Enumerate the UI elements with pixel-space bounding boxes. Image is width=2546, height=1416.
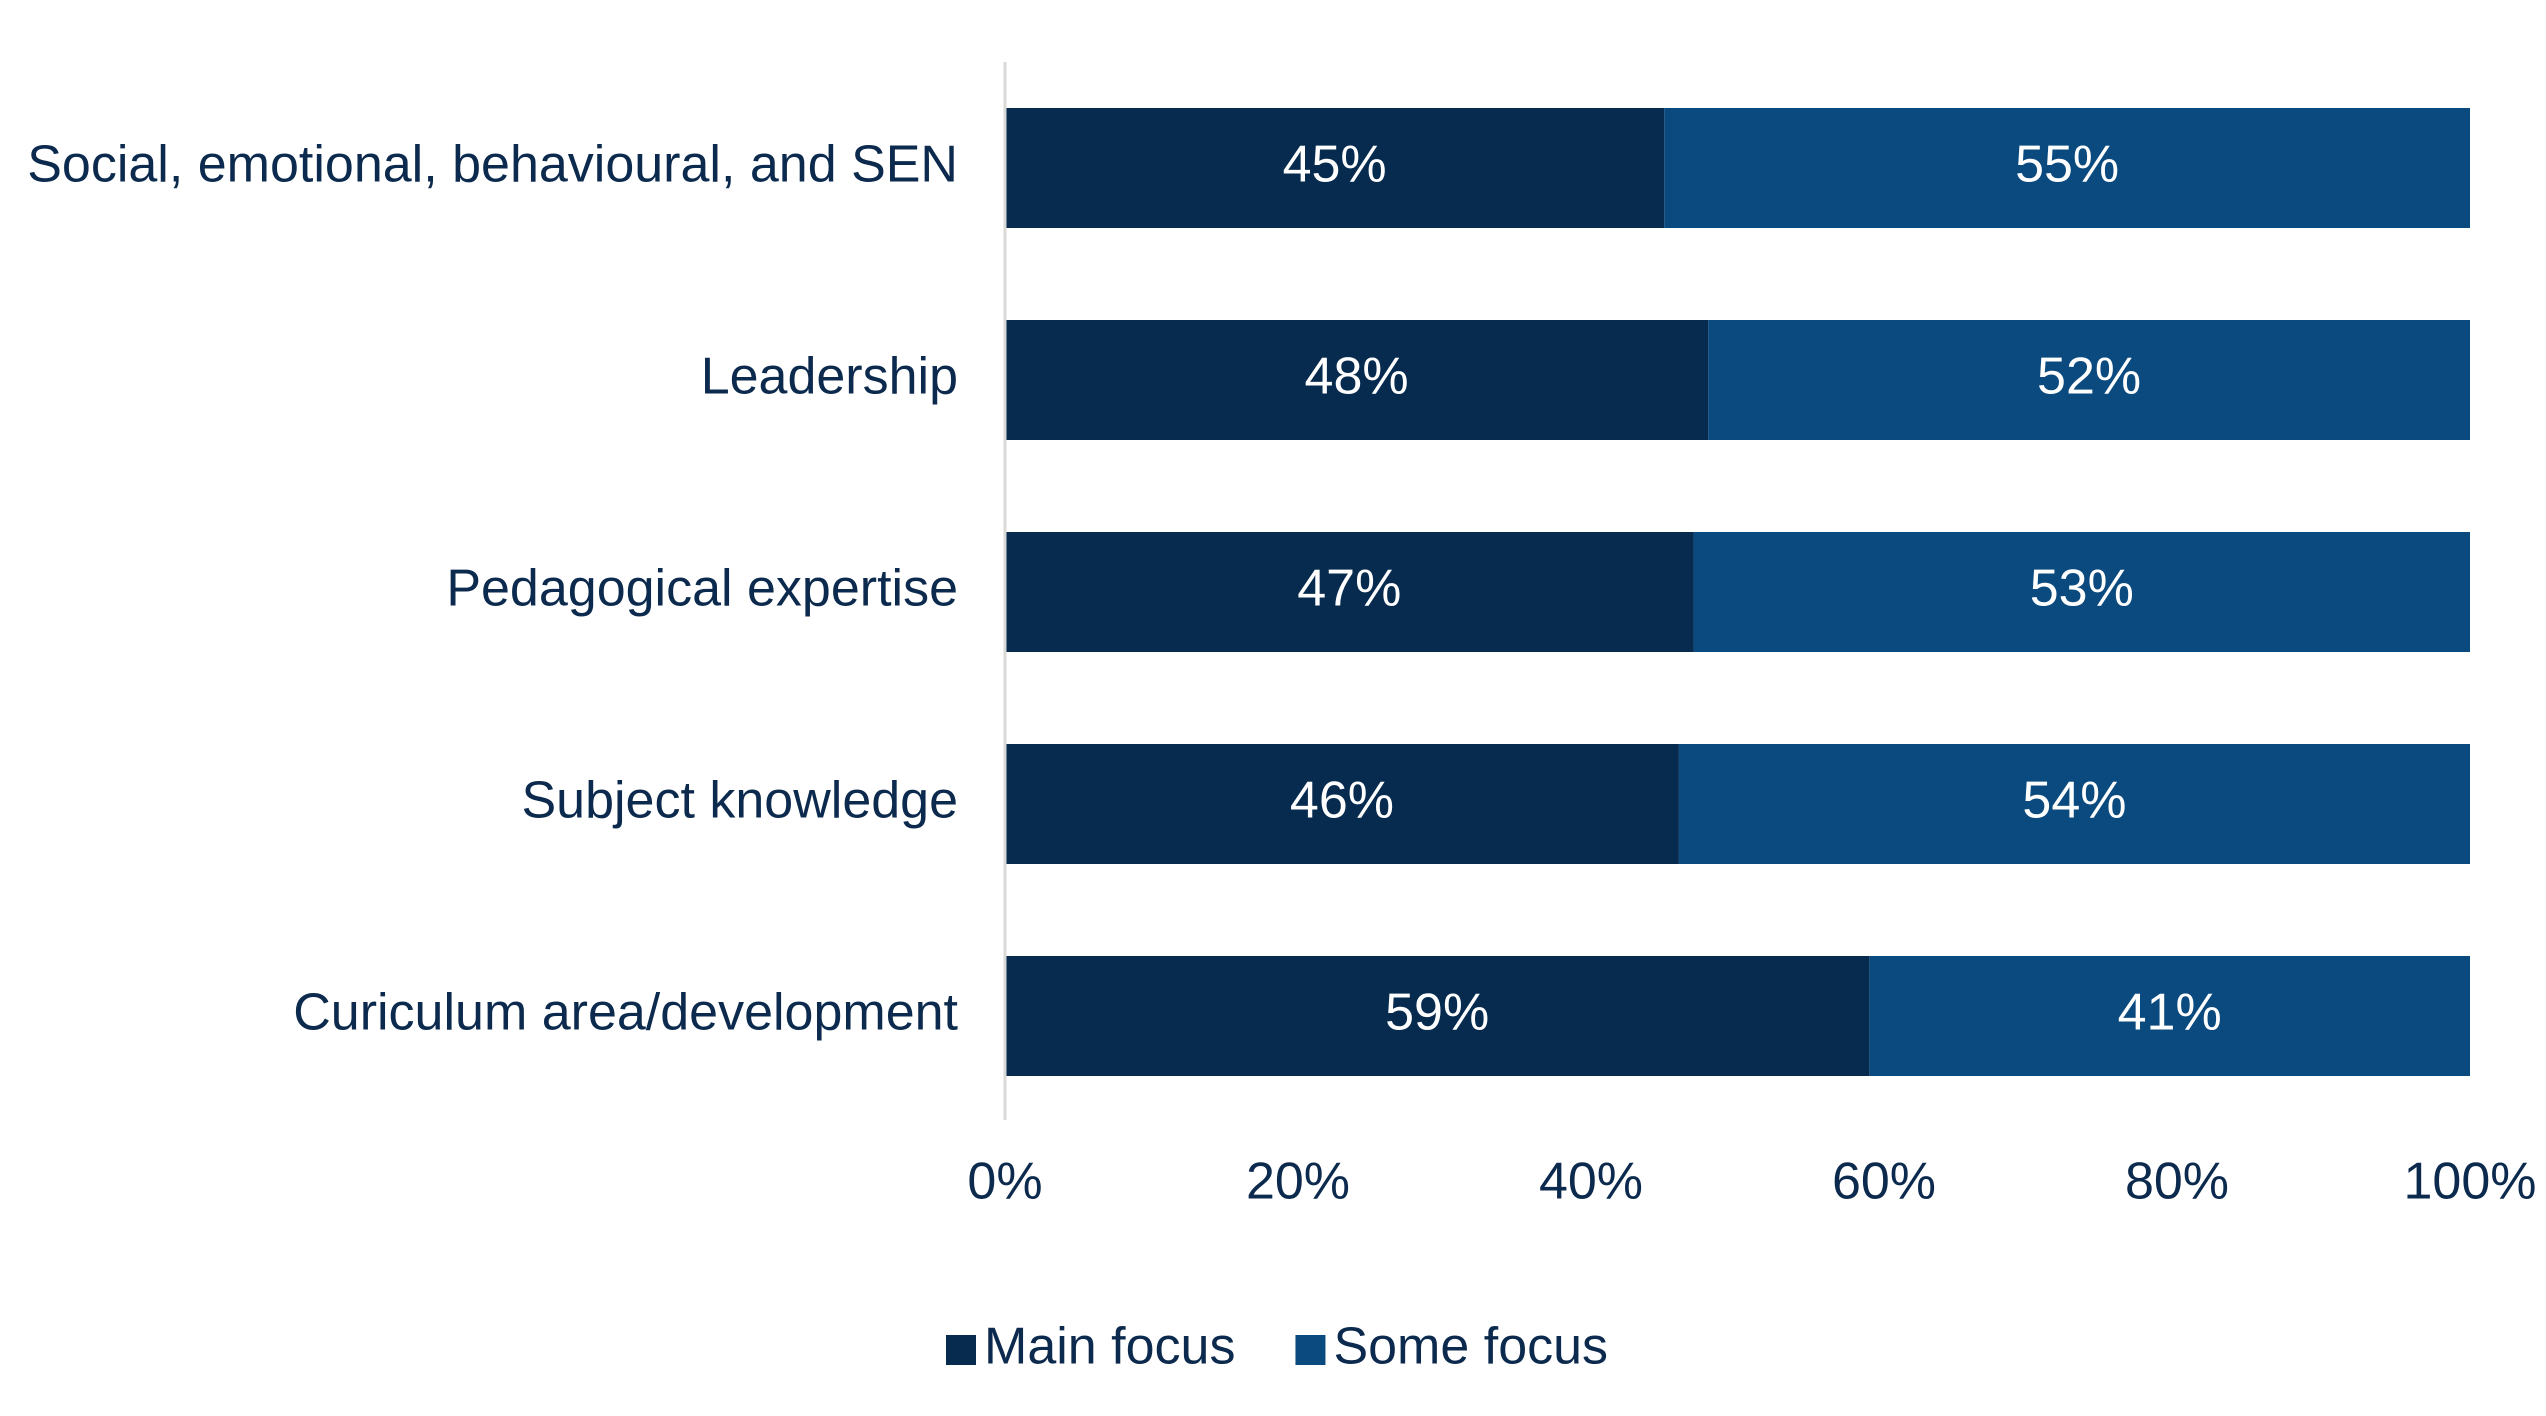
bar-main-focus-social-emotional-behavioural-and-sen [1005,108,1665,228]
bars-layer [1005,108,2470,1076]
legend-swatch-some-focus [1295,1335,1326,1365]
category-label-social-emotional-behavioural-and-sen: Social, emotional, behavioural, and SEN [27,136,958,194]
data-labels-layer: 45% 55% 48% 52% 47% 53% 46% 54% 59% 41% [1283,136,2222,1042]
legend-label-some-focus: Some focus [1333,1318,1608,1376]
data-label-some-focus-curiculum-area-development: 41% [2118,984,2222,1042]
bar-some-focus-pedagogical-expertise [1693,532,2470,652]
x-tick-label-80pct: 80% [2125,1153,2229,1211]
data-label-some-focus-leadership: 52% [2037,348,2141,406]
bar-main-focus-curiculum-area-development [1005,956,1870,1076]
x-tick-label-40pct: 40% [1539,1153,1643,1211]
x-tick-label-60pct: 60% [1832,1153,1936,1211]
bar-some-focus-subject-knowledge [1678,744,2470,864]
category-label-subject-knowledge: Subject knowledge [521,772,958,830]
legend: Main focus Some focus [946,1318,1608,1376]
x-tick-label-20pct: 20% [1246,1153,1350,1211]
x-tick-label-0pct: 0% [967,1153,1042,1211]
bar-some-focus-curiculum-area-development [1869,956,2470,1076]
category-label-leadership: Leadership [701,348,958,406]
data-label-main-focus-leadership: 48% [1305,348,1409,406]
bar-main-focus-leadership [1005,320,1709,440]
data-label-some-focus-subject-knowledge: 54% [2022,772,2126,830]
data-label-main-focus-subject-knowledge: 46% [1290,772,1394,830]
bar-some-focus-leadership [1708,320,2470,440]
x-axis-tick-labels: 0% 20% 40% 60% 80% 100% [967,1153,2536,1211]
data-label-some-focus-social-emotional-behavioural-and-sen: 55% [2015,136,2119,194]
legend-label-main-focus: Main focus [984,1318,1235,1376]
category-label-curiculum-area-development: Curiculum area/development [293,984,958,1042]
legend-swatch-main-focus [946,1335,976,1365]
category-label-pedagogical-expertise: Pedagogical expertise [446,560,958,618]
category-labels: Social, emotional, behavioural, and SEN L… [27,136,958,1042]
data-label-main-focus-curiculum-area-development: 59% [1385,984,1489,1042]
bar-some-focus-social-emotional-behavioural-and-sen [1664,108,2470,228]
bar-main-focus-pedagogical-expertise [1005,532,1694,652]
data-label-main-focus-pedagogical-expertise: 47% [1297,560,1401,618]
data-label-main-focus-social-emotional-behavioural-and-sen: 45% [1283,136,1387,194]
x-tick-label-100pct: 100% [2404,1153,2537,1211]
bar-main-focus-subject-knowledge [1005,744,1679,864]
data-label-some-focus-pedagogical-expertise: 53% [2030,560,2134,618]
